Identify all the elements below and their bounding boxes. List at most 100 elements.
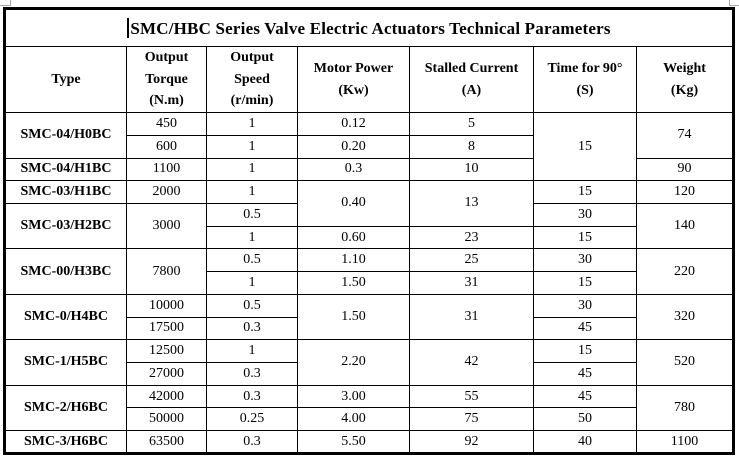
column-header-stalled-current[interactable]: Stalled Current (A) bbox=[409, 45, 534, 114]
column-header-weight[interactable]: Weight (Kg) bbox=[635, 45, 735, 114]
value-cell[interactable]: 2000 bbox=[126, 180, 207, 204]
value-cell[interactable]: 45 bbox=[533, 361, 637, 386]
type-cell[interactable]: SMC-04/H1BC bbox=[4, 157, 127, 182]
value-cell[interactable]: 31 bbox=[409, 271, 534, 295]
column-header-type[interactable]: Type bbox=[4, 45, 127, 114]
type-cell[interactable]: SMC-03/H1BC bbox=[4, 180, 127, 204]
value-cell[interactable]: 63500 bbox=[126, 430, 207, 454]
type-cell[interactable]: SMC-1/H5BC bbox=[4, 339, 127, 386]
value-cell[interactable]: 0.5 bbox=[206, 248, 298, 273]
value-cell[interactable]: 1100 bbox=[635, 430, 735, 454]
value-cell[interactable]: 55 bbox=[409, 384, 534, 409]
type-cell[interactable]: SMC-0/H4BC bbox=[4, 293, 127, 341]
value-cell[interactable]: 1 bbox=[206, 180, 298, 204]
value-cell[interactable]: 1.50 bbox=[297, 293, 410, 341]
value-cell[interactable]: 30 bbox=[533, 202, 637, 227]
value-cell[interactable]: 1 bbox=[206, 134, 298, 159]
table-title-cell[interactable]: SMC/HBC Series Valve Electric Actuators … bbox=[3, 8, 735, 47]
table-row: 1 1.50 31 15 bbox=[5, 271, 734, 295]
value-cell[interactable]: 23 bbox=[409, 225, 534, 250]
value-cell[interactable]: 40 bbox=[533, 430, 637, 454]
value-cell[interactable]: 0.12 bbox=[297, 112, 410, 136]
value-cell[interactable]: 10 bbox=[409, 157, 534, 182]
value-cell[interactable]: 1 bbox=[206, 112, 298, 136]
value-cell[interactable]: 0.3 bbox=[206, 384, 298, 409]
value-cell[interactable]: 0.5 bbox=[206, 202, 298, 227]
table-row: SMC-00/H3BC 7800 0.5 1.10 25 30 220 bbox=[4, 248, 735, 295]
frame-artifact-left bbox=[0, 0, 11, 6]
value-cell[interactable]: 140 bbox=[635, 202, 735, 250]
value-cell[interactable]: 45 bbox=[533, 384, 637, 409]
value-cell[interactable]: 4.00 bbox=[297, 407, 410, 432]
value-cell[interactable]: 0.20 bbox=[297, 134, 410, 159]
column-header-time-for-90[interactable]: Time for 90° (S) bbox=[533, 45, 637, 114]
column-header-output-speed[interactable]: Output Speed (r/min) bbox=[206, 45, 298, 114]
value-cell[interactable]: 0.60 bbox=[297, 225, 410, 250]
value-cell[interactable]: 780 bbox=[635, 384, 735, 432]
header-line: (A) bbox=[461, 82, 482, 98]
value-cell[interactable]: 74 bbox=[635, 112, 735, 159]
value-cell[interactable]: 1 bbox=[206, 225, 298, 250]
value-cell[interactable]: 450 bbox=[126, 112, 207, 136]
value-cell[interactable]: 0.3 bbox=[206, 361, 298, 386]
type-cell[interactable]: SMC-3/H6BC bbox=[4, 430, 127, 454]
value-cell[interactable]: 50000 bbox=[126, 407, 207, 432]
value-cell[interactable]: 30 bbox=[533, 248, 637, 273]
value-cell[interactable]: 1 bbox=[206, 271, 298, 295]
value-cell[interactable]: 90 bbox=[635, 157, 735, 182]
value-cell[interactable]: 13 bbox=[409, 180, 534, 227]
type-cell[interactable]: SMC-04/H0BC bbox=[4, 112, 127, 159]
value-cell[interactable]: 17500 bbox=[126, 316, 207, 341]
column-header-motor-power[interactable]: Motor Power (Kw) bbox=[297, 45, 410, 114]
value-cell[interactable]: 0.3 bbox=[206, 316, 298, 341]
value-cell[interactable]: 1 bbox=[206, 339, 298, 363]
value-cell[interactable]: 3000 bbox=[126, 202, 207, 250]
value-cell[interactable]: 0.40 bbox=[297, 180, 410, 227]
value-cell[interactable]: 320 bbox=[635, 293, 735, 341]
value-cell[interactable]: 15 bbox=[533, 180, 637, 204]
value-cell[interactable]: 92 bbox=[409, 430, 534, 454]
value-cell[interactable]: 27000 bbox=[126, 361, 207, 386]
type-cell[interactable]: SMC-03/H2BC bbox=[4, 202, 127, 250]
value-cell[interactable]: 30 bbox=[533, 293, 637, 318]
header-line: (Kg) bbox=[670, 82, 699, 98]
value-cell[interactable]: 3.00 bbox=[297, 384, 410, 409]
value-cell[interactable]: 120 bbox=[635, 180, 735, 204]
type-cell[interactable]: SMC-00/H3BC bbox=[4, 248, 127, 295]
value-cell[interactable]: 50 bbox=[533, 407, 637, 432]
value-cell[interactable]: 15 bbox=[533, 225, 637, 250]
type-cell[interactable]: SMC-2/H6BC bbox=[4, 384, 127, 432]
value-cell[interactable]: 5 bbox=[409, 112, 534, 136]
value-cell[interactable]: 12500 bbox=[126, 339, 207, 363]
value-cell[interactable]: 15 bbox=[533, 339, 637, 363]
value-cell[interactable]: 15 bbox=[533, 112, 637, 182]
value-cell[interactable]: 220 bbox=[635, 248, 735, 295]
value-cell[interactable]: 1.10 bbox=[297, 248, 410, 273]
value-cell[interactable]: 520 bbox=[635, 339, 735, 386]
value-cell[interactable]: 2.20 bbox=[297, 339, 410, 386]
frame-artifact-right bbox=[729, 0, 739, 6]
value-cell[interactable]: 600 bbox=[126, 134, 207, 159]
value-cell[interactable]: 1100 bbox=[126, 157, 207, 182]
value-cell[interactable]: 25 bbox=[409, 248, 534, 273]
value-cell[interactable]: 10000 bbox=[126, 293, 207, 318]
header-line: Torque bbox=[145, 71, 188, 87]
value-cell[interactable]: 1 bbox=[206, 157, 298, 182]
value-cell[interactable]: 0.25 bbox=[206, 407, 298, 432]
value-cell[interactable]: 45 bbox=[533, 316, 637, 341]
value-cell[interactable]: 5.50 bbox=[297, 430, 410, 454]
value-cell[interactable]: 42 bbox=[409, 339, 534, 386]
value-cell[interactable]: 8 bbox=[409, 134, 534, 159]
value-cell[interactable]: 0.3 bbox=[297, 157, 410, 182]
value-cell[interactable]: 0.5 bbox=[206, 293, 298, 318]
value-cell[interactable]: 31 bbox=[409, 293, 534, 341]
value-cell[interactable]: 1.50 bbox=[297, 271, 410, 295]
value-cell[interactable]: 7800 bbox=[126, 248, 207, 295]
column-header-output-torque[interactable]: Output Torque (N.m) bbox=[126, 45, 207, 114]
value-cell[interactable]: 0.3 bbox=[206, 430, 298, 454]
value-cell[interactable]: 15 bbox=[533, 271, 637, 295]
value-cell[interactable]: 42000 bbox=[126, 384, 207, 409]
header-line: Motor Power bbox=[313, 60, 394, 76]
table-title: SMC/HBC Series Valve Electric Actuators … bbox=[130, 18, 611, 38]
value-cell[interactable]: 75 bbox=[409, 407, 534, 432]
